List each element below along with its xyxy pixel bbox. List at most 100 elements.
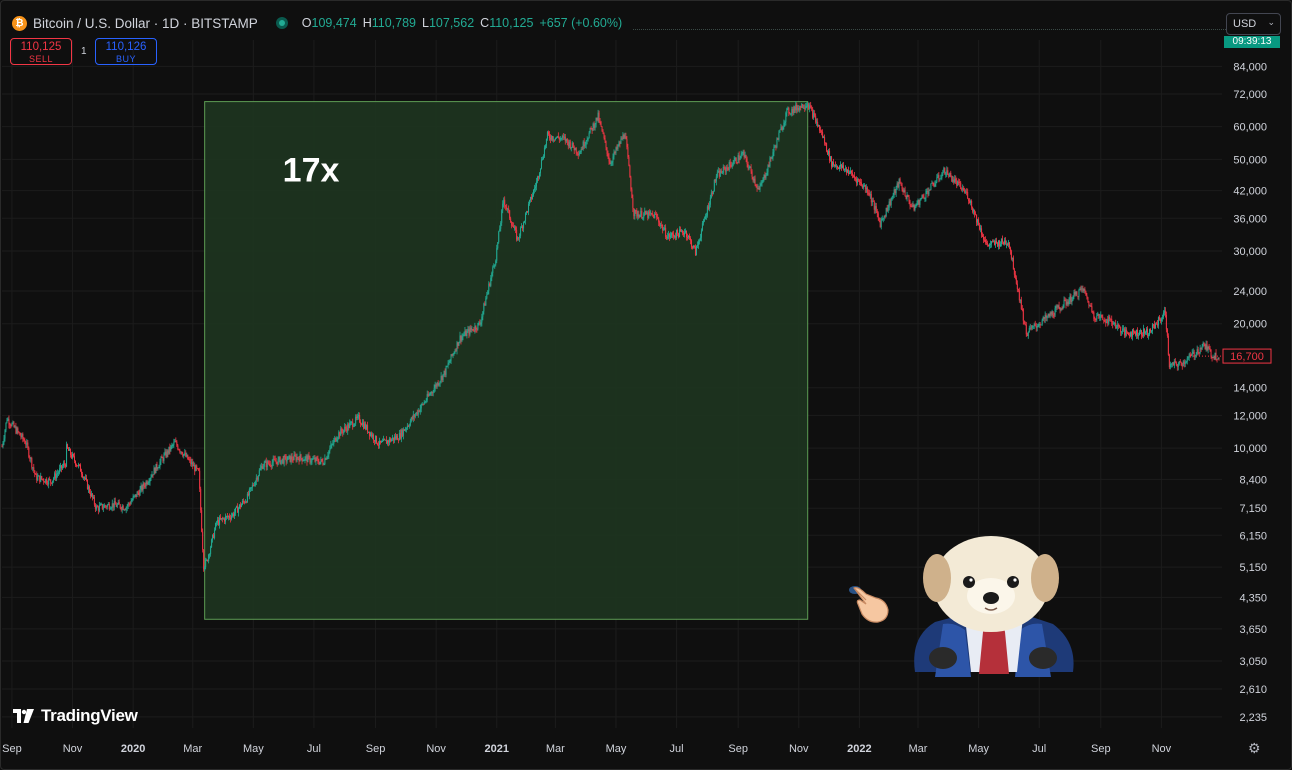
candle-body — [464, 330, 466, 335]
candle-body — [935, 181, 937, 184]
candle-body — [268, 463, 270, 465]
candle-body — [728, 162, 730, 171]
candle-body — [1077, 296, 1079, 298]
candle-body — [1141, 330, 1143, 336]
candle-body — [809, 105, 811, 109]
candle-body — [1043, 317, 1045, 320]
candle-body — [175, 441, 177, 443]
y-tick-label: 2,610 — [1239, 684, 1267, 696]
sell-button[interactable]: 110,125 SELL — [10, 38, 72, 65]
candle-body — [932, 182, 934, 185]
candle-body — [544, 145, 546, 148]
candle-body — [817, 121, 819, 127]
candle-body — [1204, 344, 1206, 350]
candle-body — [924, 197, 926, 199]
candle-body — [533, 190, 535, 196]
y-tick-label: 6,150 — [1239, 530, 1267, 542]
candle-body — [534, 188, 536, 191]
candle-body — [1168, 354, 1170, 368]
candle-body — [217, 520, 219, 523]
candle-body — [1145, 332, 1147, 334]
candle-body — [971, 200, 973, 208]
candle-body — [218, 520, 220, 525]
candle-body — [1010, 251, 1012, 259]
candle-body — [884, 215, 886, 217]
candle-body — [135, 494, 137, 497]
currency-select[interactable]: USD ⌄ — [1226, 13, 1281, 35]
candle-body — [741, 153, 743, 155]
candle-body — [1116, 326, 1118, 328]
candle-body — [1098, 313, 1100, 318]
candle-body — [912, 204, 914, 207]
candle-body — [928, 189, 930, 195]
candle-body — [899, 179, 901, 184]
candle-body — [165, 451, 167, 457]
candle-body — [577, 153, 579, 156]
y-tick-label: 5,150 — [1239, 562, 1267, 574]
candle-body — [927, 191, 929, 195]
candle-body — [87, 486, 89, 490]
candle-body — [649, 211, 651, 214]
current-price-badge — [1222, 348, 1272, 364]
buy-button[interactable]: 110,126 BUY — [95, 38, 157, 65]
candle-body — [786, 108, 788, 113]
candle-body — [583, 141, 585, 147]
candle-body — [403, 429, 405, 431]
candle-body — [680, 229, 682, 232]
candle-body — [481, 316, 483, 323]
candle-body — [929, 189, 931, 191]
candle-body — [1013, 269, 1015, 275]
candle-body — [147, 482, 149, 485]
candle-body — [402, 429, 404, 436]
y-tick-label: 14,000 — [1233, 383, 1267, 395]
candle-body — [839, 164, 841, 167]
candle-body — [270, 465, 272, 467]
candle-body — [72, 454, 74, 458]
candle-body — [69, 449, 71, 451]
candle-body — [1003, 240, 1005, 245]
candle-body — [978, 219, 980, 226]
candle-body — [852, 175, 854, 177]
candle-body — [14, 426, 16, 428]
candle-body — [1110, 318, 1112, 320]
candle-body — [254, 481, 256, 486]
candle-body — [887, 207, 889, 212]
candle-body — [679, 229, 681, 238]
current-price-label: 16,700 — [1230, 351, 1264, 363]
candle-body — [527, 211, 529, 213]
candle-body — [427, 394, 429, 396]
candle-body — [127, 503, 129, 507]
candle-body — [847, 169, 849, 174]
gear-icon[interactable]: ⚙ — [1248, 740, 1261, 756]
candle-body — [272, 458, 274, 463]
candle-body — [854, 177, 856, 179]
y-tick-label: 84,000 — [1233, 61, 1267, 73]
candle-body — [641, 210, 643, 219]
y-tick-label: 8,400 — [1239, 474, 1267, 486]
candle-body — [367, 425, 369, 433]
candle-body — [613, 151, 615, 157]
candle-body — [425, 400, 427, 402]
candle-body — [139, 488, 141, 496]
x-tick-label: 2021 — [485, 743, 509, 755]
candle-body — [275, 461, 277, 463]
candle-body — [1187, 357, 1189, 359]
candle-body — [914, 205, 916, 210]
tradingview-logo[interactable]: TradingView — [13, 706, 138, 726]
candle-body — [202, 531, 204, 550]
candle-body — [561, 136, 563, 139]
symbol-title[interactable]: Bitcoin / U.S. Dollar · 1D · BITSTAMP — [33, 15, 258, 31]
candle-body — [12, 422, 14, 424]
candle-body — [823, 137, 825, 139]
candle-body — [614, 151, 616, 153]
candle-body — [1042, 317, 1044, 321]
x-tick-label: Mar — [909, 743, 928, 755]
x-tick-label: Jul — [1032, 743, 1046, 755]
candle-body — [318, 462, 320, 465]
candle-body — [1034, 324, 1036, 326]
candle-body — [73, 454, 75, 457]
candle-body — [500, 222, 502, 229]
candle-body — [938, 175, 940, 180]
candle-body — [430, 391, 432, 395]
